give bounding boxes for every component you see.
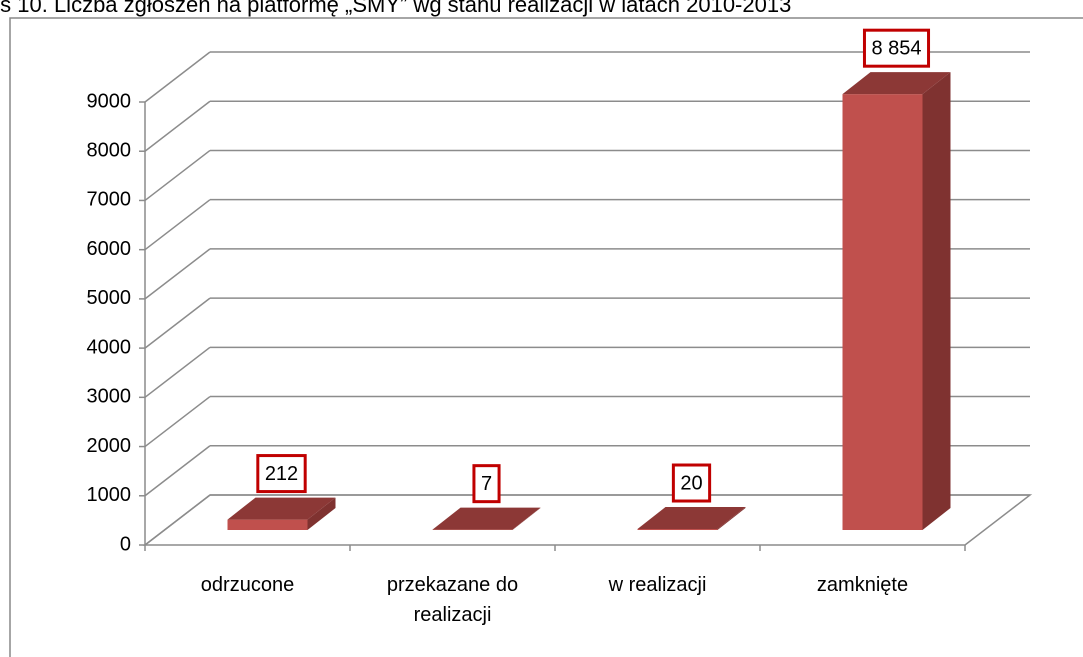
bar-side: [717, 507, 746, 530]
bar-side: [922, 72, 951, 530]
y-tick-label: 7000: [87, 189, 132, 211]
y-tick-label: 6000: [87, 238, 132, 260]
grid-line: [144, 199, 211, 251]
bar-front: [227, 519, 308, 530]
grid-line: [144, 149, 211, 202]
bar-front: [842, 94, 923, 530]
bar-top: [432, 507, 541, 530]
bar-top: [842, 72, 951, 95]
bar: [227, 497, 336, 530]
bar-side: [512, 507, 541, 530]
grid-line: [144, 445, 211, 497]
data-label-box: [862, 28, 931, 68]
grid-line: [144, 100, 211, 152]
y-tick-label: 3000: [87, 386, 132, 408]
data-label: 212: [265, 463, 298, 485]
x-tick-label: zamknięte: [816, 574, 909, 596]
chart-frame: [9, 17, 1083, 657]
y-tick-label: 9000: [87, 90, 132, 112]
data-label-box: [671, 463, 712, 503]
x-tick-label: odrzucone: [200, 574, 295, 596]
grid-line: [144, 248, 211, 300]
y-tick-label: 4000: [87, 336, 132, 358]
bar-top: [227, 497, 336, 520]
y-tick-label: 2000: [87, 435, 132, 457]
chart-title: Wykres 10. Liczba zgłoszeń na platformę …: [0, 0, 791, 17]
data-label: 8 854: [871, 37, 921, 59]
bar: [637, 507, 746, 530]
data-label: 20: [680, 472, 702, 494]
data-label-box: [256, 454, 307, 494]
bar-side: [307, 497, 336, 530]
bar: [432, 507, 541, 530]
x-tick-label: przekazane do realizacji: [386, 574, 519, 626]
y-tick-label: 1000: [87, 484, 132, 506]
x-tick-label: w realizacji: [608, 574, 707, 596]
bar-top: [637, 507, 746, 530]
grid-line: [144, 297, 211, 349]
bar: [842, 72, 951, 530]
y-tick-label: 8000: [87, 140, 132, 162]
y-tick-label: 0: [120, 533, 131, 555]
grid-line: [144, 494, 211, 546]
data-label: 7: [481, 473, 492, 495]
bar-front: [637, 529, 718, 530]
grid-line: [144, 395, 211, 448]
grid-line: [144, 51, 211, 103]
grid-line: [144, 346, 211, 398]
y-tick-label: 5000: [87, 287, 132, 309]
data-label-box: [472, 464, 501, 504]
